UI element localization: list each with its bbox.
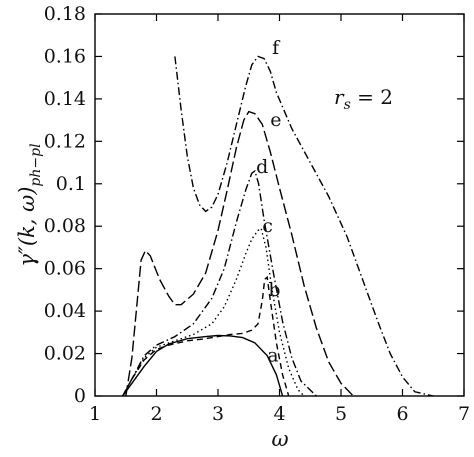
series-label-d: d bbox=[256, 156, 268, 178]
rs-annotation: rs = 2 bbox=[334, 85, 393, 113]
x-tick-label: 6 bbox=[396, 403, 408, 425]
y-axis-title-sub: ph−pl bbox=[28, 143, 44, 186]
x-tick-label: 3 bbox=[212, 403, 224, 425]
y-tick-label: 0.18 bbox=[44, 3, 86, 25]
y-tick-label: 0.02 bbox=[44, 343, 86, 365]
y-tick-label: 0.08 bbox=[44, 215, 86, 237]
x-tick-label: 7 bbox=[458, 403, 470, 425]
rs-annotation-lhs: r bbox=[334, 85, 345, 109]
series-label-a: a bbox=[267, 345, 278, 367]
x-axis-title: ω bbox=[271, 427, 288, 451]
axis-ticks bbox=[94, 13, 465, 397]
y-tick-label: 0.14 bbox=[44, 88, 86, 110]
x-tick-labels: 1 2 3 4 5 6 7 bbox=[89, 403, 470, 425]
y-tick-labels: 0 0.02 0.04 0.06 0.08 0.1 0.12 0.14 0.16 0.18 bbox=[44, 3, 86, 407]
series-line-c bbox=[122, 227, 305, 397]
series-label-e: e bbox=[270, 109, 281, 131]
series-label-f: f bbox=[272, 37, 281, 59]
x-tick-label: 2 bbox=[150, 403, 162, 425]
x-tick-label: 5 bbox=[335, 403, 347, 425]
y-tick-label: 0.1 bbox=[56, 173, 86, 195]
series-label-b: b bbox=[268, 279, 280, 301]
x-tick-label: 1 bbox=[89, 403, 101, 425]
series-labels: a b c d e f bbox=[256, 37, 281, 367]
y-tick-label: 0.16 bbox=[44, 45, 86, 67]
series-line-a bbox=[122, 334, 284, 397]
rs-annotation-rhs: = 2 bbox=[351, 85, 393, 109]
rs-annotation-sub: s bbox=[344, 97, 351, 113]
x-tick-label: 4 bbox=[273, 403, 285, 425]
y-axis-title: γ″(k, ω)ph−pl bbox=[15, 143, 44, 266]
plot-frame bbox=[94, 13, 465, 397]
series-line-d bbox=[122, 169, 317, 397]
y-axis-title-main: γ″(k, ω) bbox=[15, 187, 39, 267]
y-tick-label: 0 bbox=[74, 385, 86, 407]
y-tick-label: 0.12 bbox=[44, 130, 86, 152]
data-series bbox=[122, 55, 434, 397]
series-label-c: c bbox=[262, 215, 273, 237]
y-tick-label: 0.06 bbox=[44, 258, 86, 280]
y-tick-label: 0.04 bbox=[44, 300, 86, 322]
series-line-e bbox=[125, 110, 354, 397]
series-line-f bbox=[174, 55, 434, 397]
